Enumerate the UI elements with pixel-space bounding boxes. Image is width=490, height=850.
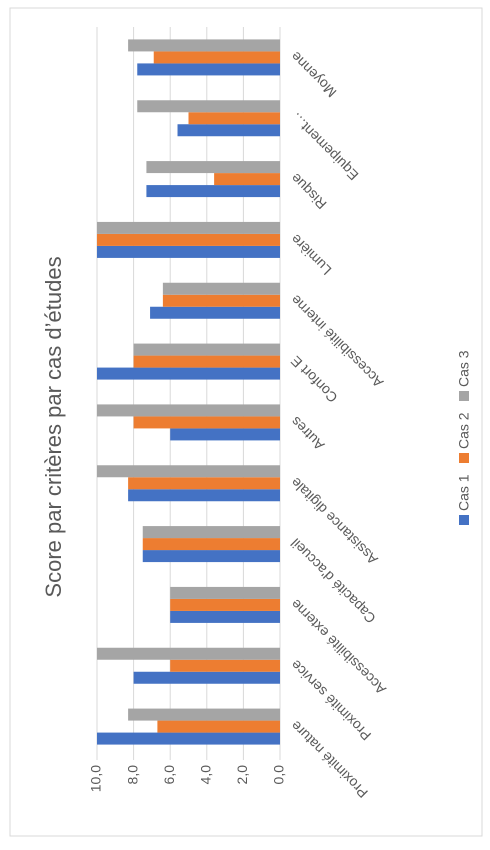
bar bbox=[97, 465, 280, 478]
y-tick-label: 10,0 bbox=[88, 765, 104, 792]
legend-swatch bbox=[459, 515, 469, 525]
legend-label: Cas 1 bbox=[456, 474, 472, 511]
bar bbox=[137, 100, 280, 113]
bar bbox=[97, 245, 280, 258]
bar bbox=[97, 404, 280, 417]
bar bbox=[170, 610, 280, 623]
bar bbox=[133, 355, 280, 368]
bar bbox=[137, 63, 280, 76]
bar bbox=[150, 306, 280, 319]
bar bbox=[162, 294, 281, 307]
bar bbox=[170, 598, 280, 611]
y-tick-label: 0,0 bbox=[271, 765, 287, 785]
y-tick-label: 4,0 bbox=[198, 765, 214, 785]
bar bbox=[146, 161, 280, 174]
bar bbox=[170, 586, 280, 599]
bar bbox=[162, 282, 281, 295]
bar bbox=[128, 489, 280, 502]
bar bbox=[142, 538, 280, 551]
legend-swatch bbox=[459, 453, 469, 463]
legend-swatch bbox=[459, 391, 469, 401]
legend-label: Cas 2 bbox=[456, 412, 472, 449]
bar bbox=[128, 39, 280, 52]
chart-title: Score par critères par cas d’études bbox=[41, 256, 66, 597]
bar bbox=[128, 708, 280, 721]
bar bbox=[146, 185, 280, 198]
bar bbox=[153, 51, 280, 64]
bar bbox=[157, 720, 280, 733]
bar bbox=[188, 112, 280, 125]
bar bbox=[133, 343, 280, 356]
y-tick-label: 6,0 bbox=[161, 765, 177, 785]
bar bbox=[170, 428, 280, 441]
bar bbox=[97, 647, 280, 660]
bar bbox=[133, 671, 280, 684]
y-tick-label: 2,0 bbox=[234, 765, 250, 785]
bar bbox=[97, 221, 280, 234]
bar bbox=[170, 659, 280, 672]
bar bbox=[97, 732, 280, 745]
bar bbox=[97, 233, 280, 246]
bar bbox=[142, 550, 280, 563]
bar bbox=[177, 124, 281, 137]
y-tick-label: 8,0 bbox=[124, 765, 140, 785]
bar bbox=[128, 477, 280, 490]
rotated-frame: Score par critères par cas d’études 0,0 2… bbox=[41, 27, 472, 801]
bar bbox=[142, 526, 280, 539]
legend-label: Cas 3 bbox=[456, 350, 472, 387]
bar bbox=[214, 173, 280, 186]
bar bbox=[133, 416, 280, 429]
bar bbox=[97, 367, 280, 380]
